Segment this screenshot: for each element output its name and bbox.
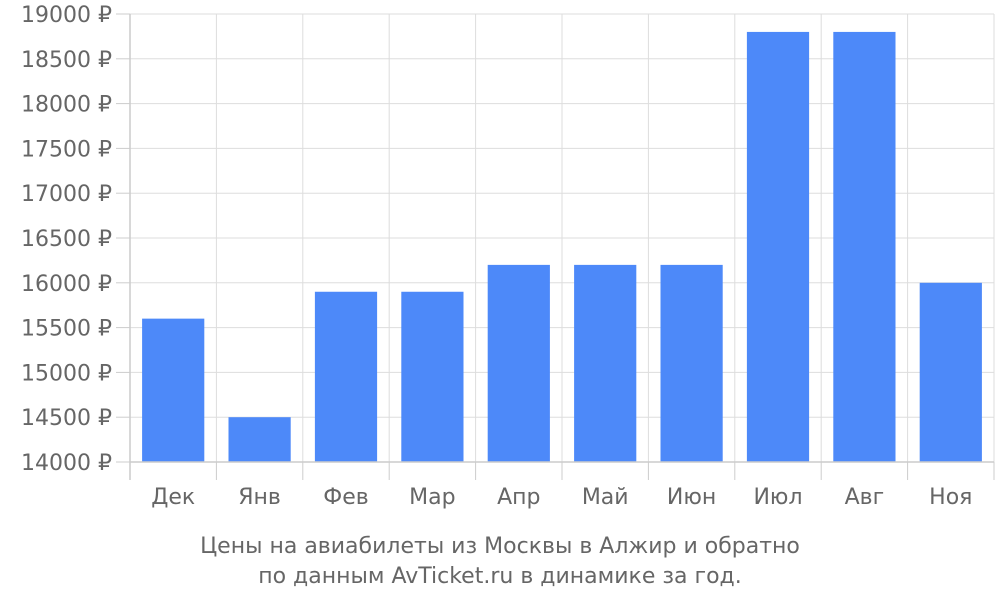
y-tick-label: 18500 ₽ <box>21 48 112 73</box>
x-tick-label: Авг <box>845 485 885 510</box>
y-tick-label: 18000 ₽ <box>21 93 112 118</box>
y-tick-label: 16000 ₽ <box>21 272 112 297</box>
y-tick-label: 14500 ₽ <box>21 406 112 431</box>
y-tick-label: 19000 ₽ <box>21 3 112 28</box>
y-tick-label: 15500 ₽ <box>21 317 112 342</box>
y-tick-label: 14000 ₽ <box>21 451 112 476</box>
bar-8 <box>746 31 810 462</box>
chart-caption-line-2: по данным AvTicket.ru в динамике за год. <box>258 564 742 589</box>
y-tick-label: 17000 ₽ <box>21 182 112 207</box>
chart-caption-line-1: Цены на авиабилеты из Москвы в Алжир и о… <box>200 534 800 559</box>
x-tick-label: Май <box>582 485 629 510</box>
x-tick-label: Июл <box>753 485 802 510</box>
y-tick-label: 17500 ₽ <box>21 137 112 162</box>
x-tick-label: Дек <box>151 485 195 510</box>
x-tick-label: Мар <box>409 485 455 510</box>
bar-10 <box>919 282 982 462</box>
y-tick-label: 16500 ₽ <box>21 227 112 252</box>
x-tick-label: Ноя <box>929 485 972 510</box>
bar-2 <box>228 417 291 462</box>
bar-4 <box>401 291 464 462</box>
x-tick-label: Янв <box>238 485 281 510</box>
bar-9 <box>833 31 896 462</box>
bar-7 <box>660 264 723 462</box>
bar-3 <box>314 291 378 462</box>
bar-6 <box>574 264 637 462</box>
x-tick-label: Фев <box>323 485 368 510</box>
bar-1 <box>142 318 205 462</box>
x-tick-label: Июн <box>667 485 716 510</box>
bar-5 <box>487 264 550 462</box>
x-tick-label: Апр <box>497 485 540 510</box>
y-tick-label: 15000 ₽ <box>21 361 112 386</box>
